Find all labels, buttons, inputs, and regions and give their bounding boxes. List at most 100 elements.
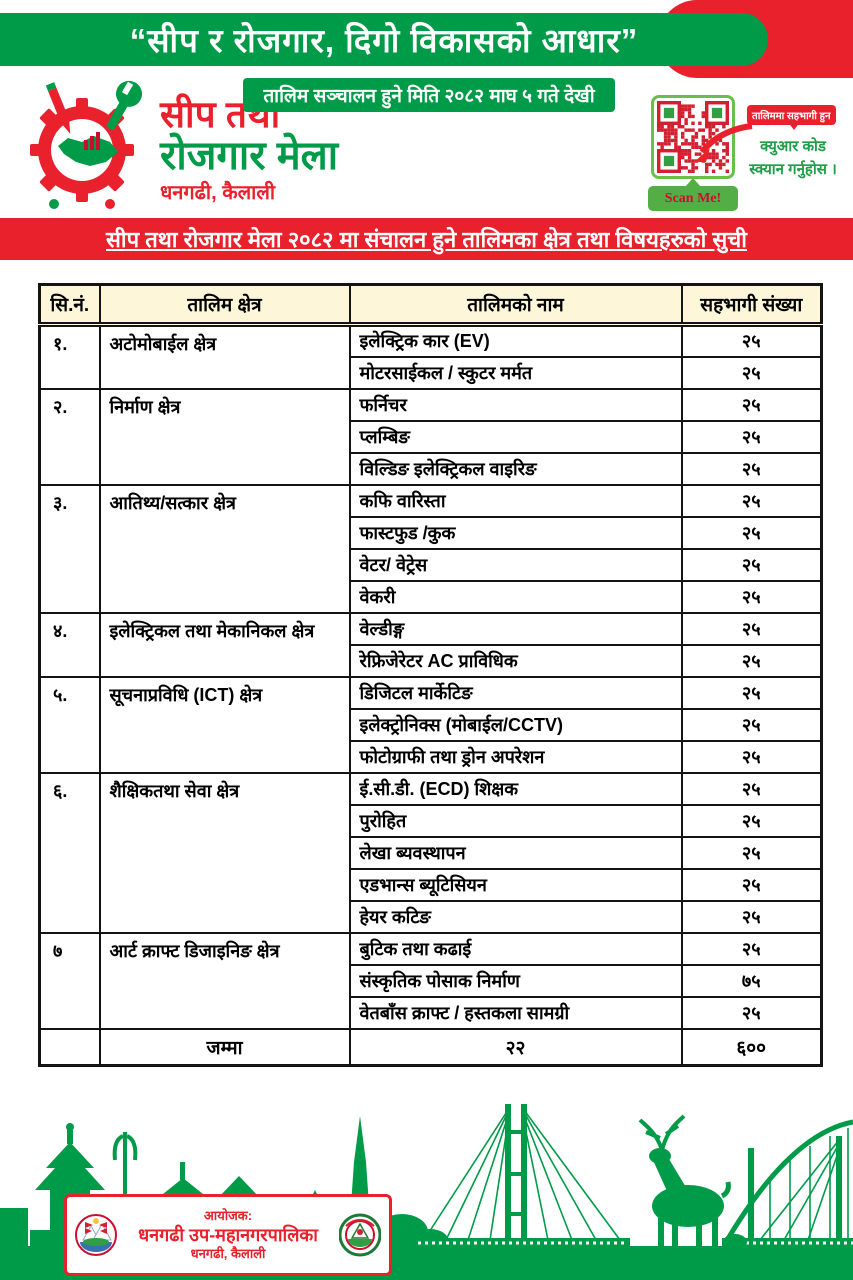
topic-cell: इलेक्ट्रोनिक्स (मोबाईल/CCTV) (348, 707, 683, 742)
serial-cell: ४. (38, 611, 101, 678)
topic-cell: लेखा ब्यवस्थापन (348, 835, 683, 870)
table-header-row: सि.नं. तालिम क्षेत्र तालिमको नाम सहभागी … (38, 283, 823, 327)
table-row: वेकरी २५ (40, 579, 823, 614)
logo-title-line2: रोजगार मेला (160, 133, 339, 178)
topic-cell: बुटिक तथा कढाई (348, 931, 683, 966)
header-area: तालिम क्षेत्र (98, 283, 351, 327)
area-cell: शैक्षिकतथा सेवा क्षेत्र (98, 771, 351, 934)
count-cell: २५ (680, 739, 823, 774)
topic-cell: एडभान्स ब्यूटिसियन (348, 867, 683, 902)
count-cell: २५ (680, 675, 823, 710)
qr-pattern-icon (657, 101, 729, 173)
training-date-text: तालिम सञ्चालन हुने मिति २०८२ माघ ५ गते द… (263, 86, 595, 107)
topic-cell: हेयर कटिङ (348, 899, 683, 934)
topic-cell: वेटर/ वेट्रेस (348, 547, 683, 582)
top-banner: “सीप र रोजगार, दिगो विकासको आधार” (0, 13, 768, 66)
count-cell: २५ (680, 355, 823, 390)
qr-code (651, 95, 735, 179)
municipality-emblem-icon (339, 1213, 381, 1257)
gear-wrench-pencil-icon (30, 80, 142, 209)
topic-cell: फोटोग्राफी तथा ड्रोन अपरेशन (348, 739, 683, 774)
table-row: ५. सूचनाप्रविधि (ICT) क्षेत्र डिजिटल मार्क… (38, 675, 823, 774)
total-label: जम्मा (98, 1027, 351, 1067)
list-title-text: सीप तथा रोजगार मेला २०८२ मा संचालन हुने … (106, 227, 747, 252)
total-empty-cell (38, 1027, 101, 1067)
topic-cell: विल्डिङ इलेक्ट्रिकल वाइरिङ (348, 451, 683, 486)
table-row: पुरोहित २५ (40, 803, 823, 838)
table-row: ६. शैक्षिकतथा सेवा क्षेत्र ई.सी.डी. (ECD) … (38, 771, 823, 934)
banner-quote: “सीप र रोजगार, दिगो विकासको आधार” (129, 22, 639, 59)
table-row: हेयर कटिङ २५ (40, 899, 823, 934)
count-cell: २५ (680, 515, 823, 550)
area-cell: अटोमोबाईल क्षेत्र (98, 323, 351, 390)
count-cell: २५ (680, 707, 823, 742)
organizer-label: आयोजक: (203, 1207, 253, 1223)
count-cell: २५ (680, 803, 823, 838)
topic-cell: कफि वारिस्ता (348, 483, 683, 518)
count-cell: २५ (680, 995, 823, 1030)
organizer-text: आयोजक: धनगढी उप-महानगरपालिका धनगढी, कैला… (117, 1208, 339, 1263)
table-row: वेतबाँस क्राफ्ट / हस्तकला सामग्री २५ (40, 995, 823, 1030)
area-cell: आतिथ्य/सत्कार क्षेत्र (98, 483, 351, 614)
table-row: एडभान्स ब्यूटिसियन २५ (40, 867, 823, 902)
topic-cell: फास्टफुड /कुक (348, 515, 683, 550)
total-row: जम्मा २२ ६०० (38, 1027, 823, 1067)
count-cell: २५ (680, 867, 823, 902)
count-cell: २५ (680, 643, 823, 678)
count-cell: २५ (680, 835, 823, 870)
header-topic: तालिमको नाम (348, 283, 683, 327)
logo-subtitle: धनगढी, कैलाली (160, 181, 276, 204)
header-serial: सि.नं. (38, 283, 101, 327)
count-cell: २५ (680, 387, 823, 422)
total-participants: ६०० (680, 1027, 823, 1067)
count-cell: २५ (680, 323, 823, 358)
area-cell: इलेक्ट्रिकल तथा मेकानिकल क्षेत्र (98, 611, 351, 678)
table-row: ४. इलेक्ट्रिकल तथा मेकानिकल क्षेत्र वेल्डी… (38, 611, 823, 678)
count-cell: २५ (680, 451, 823, 486)
table-row: प्लम्बिङ २५ (40, 419, 823, 454)
topic-cell: संस्कृतिक पोसाक निर्माण (348, 963, 683, 998)
table-row: फास्टफुड /कुक २५ (40, 515, 823, 550)
bubble-pointer (788, 122, 800, 130)
organizer-address: धनगढी, कैलाली (190, 1246, 266, 1262)
table-row: मोटरसाईकल / स्कुटर मर्मत २५ (40, 355, 823, 390)
table-row: इलेक्ट्रोनिक्स (मोबाईल/CCTV) २५ (40, 707, 823, 742)
table-row: ३. आतिथ्य/सत्कार क्षेत्र कफि वारिस्ता २५ (38, 483, 823, 614)
serial-cell: ३. (38, 483, 101, 614)
count-cell: २५ (680, 547, 823, 582)
scan-me-button[interactable]: Scan Me! (648, 186, 738, 211)
qr-instruction-line2: स्क्यान गर्नुहोस । (749, 160, 837, 178)
topic-cell: ई.सी.डी. (ECD) शिक्षक (348, 771, 683, 806)
organizer-box: आयोजक: धनगढी उप-महानगरपालिका धनगढी, कैला… (64, 1194, 392, 1276)
topic-cell: फर्निचर (348, 387, 683, 422)
count-cell: ७५ (680, 963, 823, 998)
topic-cell: वेतबाँस क्राफ्ट / हस्तकला सामग्री (348, 995, 683, 1030)
curved-arrow-icon (694, 123, 753, 162)
serial-cell: ७ (38, 931, 101, 1030)
organizer-name: धनगढी उप-महानगरपालिका (138, 1224, 318, 1245)
table-row: वेटर/ वेट्रेस २५ (40, 547, 823, 582)
area-cell: आर्ट क्राफ्ट डिजाइनिङ क्षेत्र (98, 931, 351, 1030)
qr-instruction: क्युआर कोड स्क्यान गर्नुहोस । (733, 136, 853, 181)
serial-cell: २. (38, 387, 101, 486)
topic-cell: डिजिटल मार्केटिङ (348, 675, 683, 710)
fair-logo-icon (14, 70, 164, 220)
table-row: संस्कृतिक पोसाक निर्माण ७५ (40, 963, 823, 998)
table-row: २. निर्माण क्षेत्र फर्निचर २५ (38, 387, 823, 486)
topic-cell: इलेक्ट्रिक कार (EV) (348, 323, 683, 358)
total-topics-count: २२ (348, 1027, 683, 1067)
table-row: फोटोग्राफी तथा ड्रोन अपरेशन २५ (40, 739, 823, 774)
training-table: सि.नं. तालिम क्षेत्र तालिमको नाम सहभागी … (38, 283, 823, 1067)
count-cell: २५ (680, 899, 823, 934)
topic-cell: प्लम्बिङ (348, 419, 683, 454)
count-cell: २५ (680, 579, 823, 614)
serial-cell: ५. (38, 675, 101, 774)
count-cell: २५ (680, 483, 823, 518)
serial-cell: १. (38, 323, 101, 390)
fair-logo-text: सीप तथा रोजगार मेला धनगढी, कैलाली (160, 95, 339, 204)
nepal-emblem-icon (75, 1214, 117, 1256)
topic-cell: वेल्डीङ्ग (348, 611, 683, 646)
list-title-bar: सीप तथा रोजगार मेला २०८२ मा संचालन हुने … (0, 218, 853, 260)
count-cell: २५ (680, 611, 823, 646)
